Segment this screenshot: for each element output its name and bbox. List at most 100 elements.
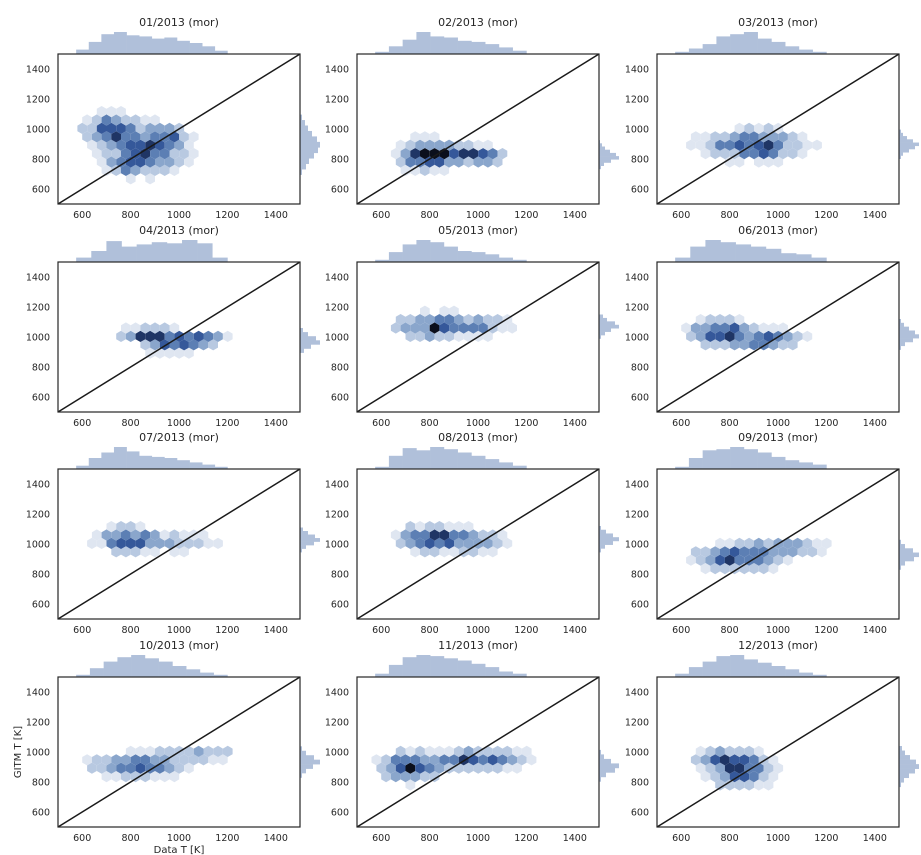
hexbin-cell: [478, 529, 488, 541]
x-hist-bar: [750, 246, 767, 262]
y-tick-label: 1000: [625, 748, 649, 759]
hexbin-cell: [439, 322, 450, 334]
hexbin-cell: [400, 771, 411, 783]
y-tick-label: 600: [331, 185, 349, 196]
x-tick-label: 800: [122, 625, 140, 636]
hexbin-cell: [174, 156, 185, 168]
hexbin-cell: [424, 537, 435, 549]
hexbin-cell: [145, 122, 155, 134]
hexbin-cell: [125, 139, 136, 151]
y-hist-bar: [300, 114, 302, 121]
hexbin-cell: [807, 546, 817, 558]
hexbin-cell: [763, 330, 774, 342]
x-tick-label: 1200: [814, 210, 838, 221]
axes-frame: [656, 53, 900, 205]
hexbin-cell: [734, 122, 745, 134]
hexbin-cell: [758, 563, 769, 575]
identity-line: [57, 53, 301, 205]
hexbin-cell: [420, 322, 430, 334]
hexbin-cell: [454, 745, 464, 757]
hexbin-cell: [130, 114, 141, 126]
hexbin-cell: [424, 762, 435, 774]
hexbin-cell: [724, 762, 735, 774]
y-tick-label: 1000: [26, 125, 50, 136]
hexbin-cell: [434, 762, 445, 774]
x-tick-label: 1400: [863, 210, 887, 221]
hexbin-cell: [159, 164, 170, 176]
hexbin-cell: [700, 771, 711, 783]
hexbin-cell: [164, 156, 175, 168]
subplot-title: 08/2013 (mor): [438, 431, 518, 444]
right-marginal-histogram: [899, 319, 919, 350]
x-tick-label: 800: [421, 833, 439, 844]
y-tick-label: 800: [631, 363, 649, 374]
x-hist-bar: [113, 447, 127, 469]
hexbin-cell: [734, 314, 745, 326]
hexbin-layer: [686, 122, 822, 168]
hexbin-cell: [420, 305, 430, 317]
hexbin-cell: [492, 745, 503, 757]
hexbin-cell: [720, 148, 730, 160]
hexbin-cell: [710, 546, 720, 558]
hexbin-cell: [429, 131, 440, 143]
x-tick-label: 800: [721, 625, 739, 636]
hexbin-cell: [96, 156, 107, 168]
hexbin-cell: [792, 537, 803, 549]
hexbin-cell: [705, 762, 716, 774]
x-hist-bar: [781, 253, 797, 262]
hexbin-cell: [159, 771, 170, 783]
hexbin-cell: [681, 322, 691, 334]
hexbin-layer: [371, 745, 537, 791]
hexbin-cell: [125, 173, 136, 185]
hexbin-cell: [410, 131, 420, 143]
hexbin-cell: [710, 148, 720, 160]
y-hist-bar: [599, 321, 615, 326]
hexbin-cell: [125, 745, 136, 757]
hexbin-cell: [415, 762, 425, 774]
hexbin-cell: [787, 546, 798, 558]
x-hist-bar: [416, 240, 431, 262]
hexbin-cell: [130, 322, 141, 334]
hexbin-cell: [82, 754, 92, 766]
hexbin-cell: [116, 330, 126, 342]
hexbin-cell: [208, 339, 218, 351]
hexbin-cell: [130, 771, 141, 783]
hexbin-cell: [778, 131, 788, 143]
hexbin-cell: [371, 754, 382, 766]
top-marginal-histogram: [76, 655, 228, 677]
hexbin-cell: [758, 148, 769, 160]
hexbin-cell: [778, 339, 788, 351]
hexbin-cell: [106, 521, 117, 533]
hexbin-cell: [483, 537, 493, 549]
x-hist-bar: [716, 36, 731, 54]
x-hist-bar: [720, 242, 736, 262]
x-hist-bar: [89, 668, 104, 677]
x-hist-bar: [430, 36, 445, 54]
hexbin-cell: [390, 322, 401, 334]
hexbin-cell: [773, 139, 784, 151]
hexbin-cell: [400, 148, 411, 160]
y-tick-label: 1400: [26, 65, 50, 76]
y-tick-label: 600: [32, 600, 50, 611]
x-hist-bar: [199, 672, 214, 677]
hexbin-cell: [749, 148, 759, 160]
hexbin-cell: [812, 139, 822, 151]
y-hist-bar: [300, 120, 305, 126]
hexbin-cell: [164, 347, 175, 359]
hexbin-cell: [439, 754, 450, 766]
x-hist-bar: [430, 447, 445, 469]
hexbin-cell: [130, 546, 141, 558]
hexbin-cell: [164, 122, 175, 134]
hexbin-cell: [150, 754, 160, 766]
hexbin-cell: [150, 322, 160, 334]
hexbin-cell: [729, 322, 740, 334]
hexbin-cell: [758, 322, 769, 334]
y-hist-bar: [599, 749, 601, 755]
hexbin-cell: [420, 148, 430, 160]
x-hist-bar: [402, 448, 417, 469]
hexbin-cell: [787, 339, 798, 351]
hexbin-cell: [203, 745, 214, 757]
hexbin-cell: [135, 762, 146, 774]
hexbin-cell: [159, 148, 170, 160]
x-hist-bar: [798, 462, 813, 469]
